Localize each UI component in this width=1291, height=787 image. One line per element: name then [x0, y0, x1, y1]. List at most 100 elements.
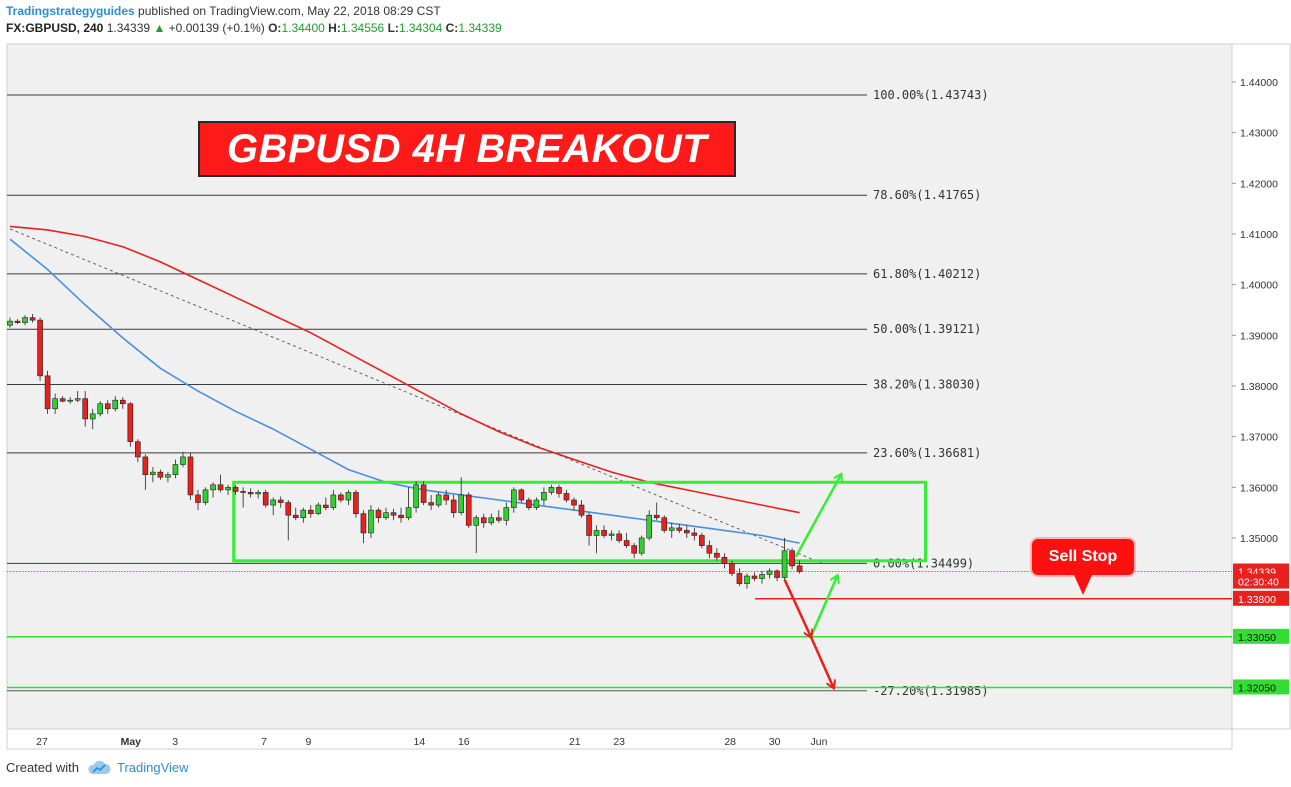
candle-body[interactable] — [67, 399, 73, 402]
publisher-name[interactable]: Tradingstrategyguides — [6, 4, 135, 18]
candle-body[interactable] — [480, 517, 487, 524]
candle-body[interactable] — [165, 474, 171, 478]
candle-body[interactable] — [465, 494, 472, 526]
candle-body[interactable] — [104, 403, 111, 410]
candle-body[interactable] — [323, 504, 329, 508]
candle-body[interactable] — [120, 399, 126, 405]
candle-body[interactable] — [541, 492, 547, 501]
candle-body[interactable] — [277, 499, 284, 503]
candle-body[interactable] — [285, 502, 292, 516]
moving-average-slow[interactable] — [9, 225, 800, 514]
candle-body[interactable] — [526, 499, 532, 508]
trendline[interactable] — [9, 228, 823, 564]
candle-body[interactable] — [691, 532, 698, 536]
candle-body[interactable] — [774, 570, 780, 578]
candle-body[interactable] — [638, 537, 645, 554]
candle-body[interactable] — [473, 517, 480, 526]
candle-body[interactable] — [781, 550, 788, 578]
candle-body[interactable] — [413, 484, 419, 508]
candle-body[interactable] — [578, 504, 585, 516]
candle-body[interactable] — [699, 535, 705, 546]
candle-body[interactable] — [616, 533, 622, 541]
red-arrow[interactable] — [809, 636, 834, 688]
candle-body[interactable] — [458, 494, 465, 513]
candle-body[interactable] — [796, 565, 803, 572]
candle-body[interactable] — [97, 403, 104, 415]
price-axis[interactable] — [1231, 43, 1291, 730]
candle-body[interactable] — [157, 471, 164, 478]
candle-body[interactable] — [14, 320, 21, 323]
candle-body[interactable] — [375, 509, 382, 519]
candle-body[interactable] — [300, 509, 307, 519]
candle-body[interactable] — [668, 527, 675, 531]
candle-body[interactable] — [518, 489, 525, 501]
candle-body[interactable] — [353, 492, 359, 514]
candle-body[interactable] — [435, 494, 442, 506]
candle-body[interactable] — [721, 556, 728, 564]
red-arrow[interactable] — [783, 579, 811, 637]
candle-body[interactable] — [383, 512, 389, 519]
candle-body[interactable] — [22, 317, 28, 323]
candle-body[interactable] — [44, 375, 51, 410]
candle-body[interactable] — [247, 492, 254, 495]
candle-body[interactable] — [683, 530, 690, 534]
candle-body[interactable] — [428, 502, 434, 506]
candle-body[interactable] — [653, 514, 660, 519]
green-arrow[interactable] — [809, 576, 837, 638]
time-axis[interactable] — [6, 728, 1233, 750]
candle-body[interactable] — [142, 456, 149, 475]
candle-body[interactable] — [766, 570, 773, 575]
candle-body[interactable] — [714, 552, 720, 558]
candle-body[interactable] — [52, 398, 58, 410]
candle-body[interactable] — [89, 413, 96, 420]
candle-body[interactable] — [563, 493, 570, 501]
candle-body[interactable] — [736, 573, 743, 584]
candle-body[interactable] — [37, 319, 43, 377]
candle-body[interactable] — [608, 533, 615, 536]
candle-body[interactable] — [292, 514, 299, 519]
candle-body[interactable] — [225, 487, 231, 491]
moving-average-fast[interactable] — [9, 238, 800, 544]
candle-body[interactable] — [586, 514, 592, 536]
candle-body[interactable] — [187, 456, 194, 496]
candle-body[interactable] — [593, 530, 600, 536]
candle-body[interactable] — [74, 398, 81, 401]
candle-body[interactable] — [631, 545, 637, 554]
candle-body[interactable] — [232, 487, 239, 492]
candle-body[interactable] — [7, 320, 13, 326]
candle-body[interactable] — [330, 494, 337, 508]
candle-body[interactable] — [390, 512, 397, 516]
candle-body[interactable] — [443, 494, 449, 501]
candle-body[interactable] — [729, 563, 735, 574]
candle-body[interactable] — [255, 492, 261, 495]
candle-body[interactable] — [150, 471, 156, 475]
tradingview-link[interactable]: TradingView — [87, 760, 189, 775]
candle-body[interactable] — [571, 499, 577, 506]
candle-body[interactable] — [676, 527, 683, 531]
candle-body[interactable] — [127, 403, 134, 443]
candle-body[interactable] — [398, 514, 404, 519]
candle-body[interactable] — [135, 441, 141, 458]
candle-body[interactable] — [315, 504, 322, 514]
candle-body[interactable] — [210, 484, 216, 491]
candle-body[interactable] — [556, 487, 562, 494]
candle-body[interactable] — [82, 398, 88, 420]
candle-body[interactable] — [601, 530, 607, 536]
candle-body[interactable] — [511, 489, 517, 508]
candle-body[interactable] — [368, 509, 374, 534]
candle-body[interactable] — [270, 499, 277, 506]
candle-body[interactable] — [29, 317, 36, 321]
candle-body[interactable] — [338, 494, 344, 501]
consolidation-box[interactable] — [232, 480, 928, 563]
candle-body[interactable] — [495, 517, 502, 521]
candle-body[interactable] — [360, 513, 367, 534]
candle-body[interactable] — [240, 491, 246, 493]
candle-body[interactable] — [59, 398, 66, 402]
candle-body[interactable] — [180, 456, 186, 465]
candle-body[interactable] — [262, 492, 269, 506]
green-arrow[interactable] — [794, 475, 841, 558]
candle-body[interactable] — [623, 540, 630, 546]
candle-body[interactable] — [503, 507, 510, 521]
candle-body[interactable] — [450, 499, 457, 513]
